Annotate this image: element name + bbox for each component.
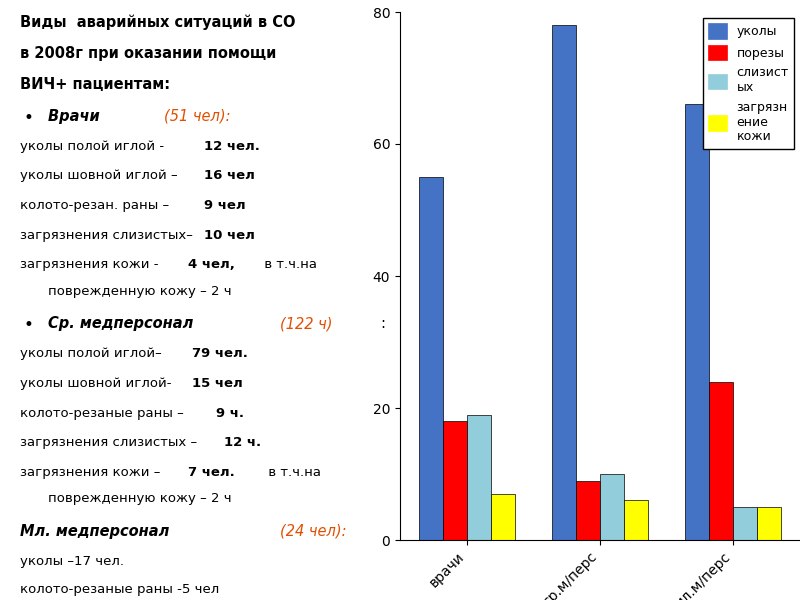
Text: •: • [24,316,34,334]
Text: •: • [24,109,34,127]
Text: в т.ч.на: в т.ч.на [264,466,321,479]
Text: Мл. медперсонал: Мл. медперсонал [20,524,174,539]
Text: Ср. медперсонал: Ср. медперсонал [48,316,198,331]
Bar [576,481,600,540]
Text: (24 чел):: (24 чел): [280,524,346,539]
Text: уколы полой иглой–: уколы полой иглой– [20,347,166,360]
Text: загрязнения слизистых–: загрязнения слизистых– [20,229,197,242]
Text: уколы –17 чел.: уколы –17 чел. [20,555,124,568]
Bar [600,474,624,540]
Text: в т.ч.на: в т.ч.на [260,259,317,271]
Text: 7 чел.: 7 чел. [188,466,234,479]
Text: загрязнения кожи -: загрязнения кожи - [20,259,162,271]
Text: Врачи: Врачи [48,109,105,124]
Bar [466,415,490,540]
Text: колото-резан. раны –: колото-резан. раны – [20,199,174,212]
Bar [624,500,648,540]
Text: 10 чел: 10 чел [204,229,255,242]
Bar [758,507,782,540]
Text: :: : [380,316,385,331]
Text: 15 чел: 15 чел [192,377,242,390]
Text: 12 ч.: 12 ч. [224,436,261,449]
Text: в 2008г при оказании помощи: в 2008г при оказании помощи [20,46,276,61]
Text: (122 ч): (122 ч) [280,316,333,331]
Text: загрязнения слизистых –: загрязнения слизистых – [20,436,197,449]
Text: ВИЧ+ пациентам:: ВИЧ+ пациентам: [20,77,170,92]
Bar [418,177,442,540]
Bar [490,494,514,540]
Text: 79 чел.: 79 чел. [192,347,248,360]
Text: колото-резаные раны -5 чел: колото-резаные раны -5 чел [20,583,219,596]
Text: уколы полой иглой -: уколы полой иглой - [20,140,168,153]
Bar [734,507,758,540]
Legend: уколы, порезы, слизист
ых, загрязн
ение
кожи: уколы, порезы, слизист ых, загрязн ение … [702,18,794,148]
Bar [552,25,576,540]
Text: 16 чел: 16 чел [204,169,255,182]
Bar [442,421,466,540]
Text: поврежденную кожу – 2 ч: поврежденную кожу – 2 ч [48,285,232,298]
Bar [686,104,710,540]
Text: 12 чел.: 12 чел. [204,140,260,153]
Bar [710,382,734,540]
Text: уколы шовной иглой-: уколы шовной иглой- [20,377,171,390]
Text: колото-резаные раны –: колото-резаные раны – [20,407,188,419]
Text: 4 чел,: 4 чел, [188,259,235,271]
Text: 9 чел: 9 чел [204,199,246,212]
Text: уколы шовной иглой –: уколы шовной иглой – [20,169,182,182]
Text: загрязнения кожи –: загрязнения кожи – [20,466,165,479]
Text: поврежденную кожу – 2 ч: поврежденную кожу – 2 ч [48,493,232,505]
Text: Виды  аварийных ситуаций в СО: Виды аварийных ситуаций в СО [20,15,295,31]
Text: (51 чел):: (51 чел): [164,109,230,124]
Text: 9 ч.: 9 ч. [216,407,244,419]
